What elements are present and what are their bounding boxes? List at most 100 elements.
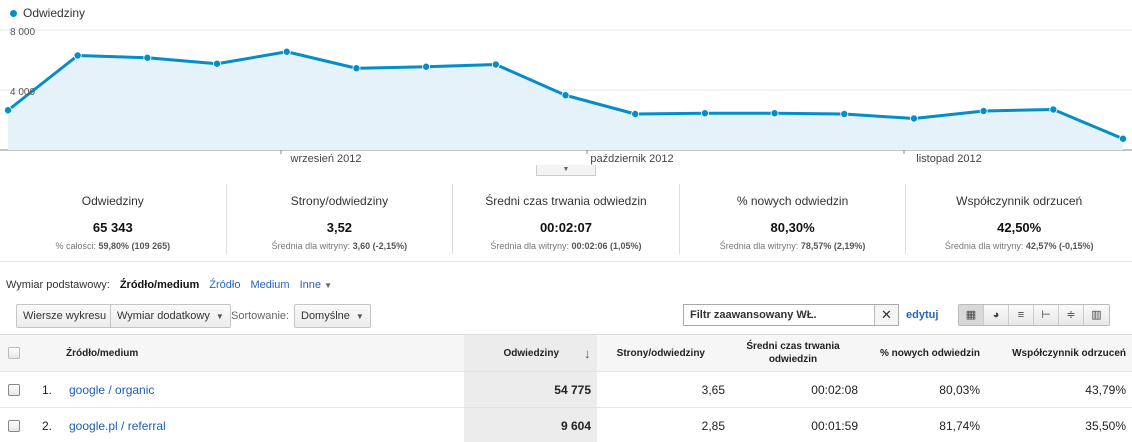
dimension-source-medium[interactable]: Źródło/medium: [119, 279, 200, 291]
header-source-medium[interactable]: Źródło/medium: [66, 347, 139, 359]
row-source-link[interactable]: google.pl / referral: [69, 418, 166, 433]
checkbox-icon: [8, 347, 20, 359]
dimension-medium[interactable]: Medium: [250, 279, 290, 291]
scorecard-sub-value: 42,57% (-0,15%): [1025, 241, 1094, 251]
scorecard-sub-value: 00:02:06 (1,05%): [571, 241, 642, 251]
advanced-filter-field[interactable]: Filtr zaawansowany WŁ. ✕: [683, 304, 899, 326]
sort-dropdown[interactable]: Domyślne ▼: [294, 304, 371, 328]
scorecard-bounce-rate: Współczynnik odrzuceń 42,50% Średnia dla…: [906, 184, 1132, 254]
data-point: [491, 60, 500, 69]
x-tick-label: listopad 2012: [916, 153, 981, 165]
edit-filter-link[interactable]: edytuj: [906, 309, 939, 321]
chevron-down-icon: ▼: [324, 281, 332, 290]
scorecard-sub-label: % całości:: [55, 241, 97, 251]
data-point: [840, 110, 849, 119]
row-pages-per-visit: 3,65: [701, 382, 725, 397]
scorecard-sub-value: 3,60 (-2,15%): [352, 241, 408, 251]
scorecards: Odwiedziny 65 343 % całości: 59,80% (109…: [0, 184, 1132, 262]
scorecard-sub-label: Średnia dla witryny:: [271, 241, 351, 251]
scorecard-sub-value: 59,80% (109 265): [98, 241, 171, 251]
data-point: [73, 51, 82, 60]
y-tick-label: 8 000: [10, 27, 35, 38]
header-visits[interactable]: Odwiedziny: [464, 335, 597, 371]
chart-collapse-handle[interactable]: ▼: [536, 165, 596, 176]
table-view-icon[interactable]: ▦: [959, 305, 984, 325]
pie-view-icon[interactable]: ◕: [984, 305, 1009, 325]
legend-label: Odwiedziny: [23, 6, 86, 20]
data-point: [631, 110, 640, 119]
scorecard-sub: Średnia dla witryny: 3,60 (-2,15%): [227, 241, 453, 251]
row-bounce-rate: 43,79%: [1085, 382, 1126, 397]
data-table: Źródło/medium Odwiedziny ↓ Strony/odwied…: [0, 334, 1132, 442]
pivot-view-icon[interactable]: ▥: [1084, 305, 1109, 325]
scorecard-sub-label: Średnia dla witryny:: [490, 241, 569, 251]
row-new-visits: 81,74%: [939, 418, 980, 433]
row-new-visits: 80,03%: [939, 382, 980, 397]
row-bounce-rate: 35,50%: [1085, 418, 1126, 433]
data-point: [422, 62, 431, 71]
data-point: [909, 114, 918, 123]
scorecard-title: Średni czas trwania odwiedzin: [485, 194, 647, 208]
scorecard-sub-label: Średnia dla witryny:: [944, 241, 1024, 251]
data-point: [1119, 134, 1128, 143]
data-point: [700, 109, 709, 118]
row-index: 2.: [42, 418, 53, 433]
scorecard-sub: Średnia dla witryny: 78,57% (2,19%): [680, 241, 906, 251]
plot-rows-button[interactable]: Wiersze wykresu: [16, 304, 114, 328]
data-point: [352, 64, 361, 73]
header-bounce-rate[interactable]: Współczynnik odrzuceń: [1012, 347, 1126, 359]
header-avg-duration[interactable]: Średni czas trwania odwiedzin: [746, 341, 840, 365]
data-point: [213, 59, 222, 68]
row-visits: 54 775: [464, 372, 597, 407]
view-switcher: ▦ ◕ ≡ ⊢ ≑ ▥: [958, 304, 1110, 326]
data-point: [143, 53, 152, 62]
header-new-visits[interactable]: % nowych odwiedzin: [879, 347, 980, 359]
sort-value: Domyślne: [301, 310, 350, 322]
primary-dimension-bar: Wymiar podstawowy: Źródło/medium Źródło …: [6, 279, 332, 291]
secondary-dimension-dropdown[interactable]: Wymiar dodatkowy ▼: [110, 304, 231, 328]
series-area: [8, 51, 1123, 150]
select-all-checkbox[interactable]: [8, 335, 20, 371]
line-chart: 8 000 4 000 wrzesień 2012 październik 2012 l…: [0, 27, 1132, 165]
scorecard-value: 42,50%: [997, 220, 1042, 235]
scorecard-new-visits: % nowych odwiedzin 80,30% Średnia dla wi…: [680, 184, 907, 254]
sort-label: Sortowanie:: [231, 310, 290, 322]
scorecard-sub: Średnia dla witryny: 42,57% (-0,15%): [906, 241, 1132, 251]
scorecard-title: Współczynnik odrzuceń: [956, 194, 1083, 208]
data-point: [4, 106, 12, 115]
checkbox-icon: [8, 383, 20, 396]
checkbox-icon: [8, 419, 20, 432]
caret-down-icon: ▼: [562, 166, 570, 173]
comparison-view-icon[interactable]: ⊢: [1034, 305, 1059, 325]
dimension-other-label: Inne: [299, 279, 322, 291]
row-avg-duration: 00:01:59: [811, 418, 858, 433]
performance-view-icon[interactable]: ≡: [1009, 305, 1034, 325]
term-cloud-view-icon[interactable]: ≑: [1059, 305, 1084, 325]
row-index: 1.: [42, 382, 53, 397]
scorecard-value: 80,30%: [770, 220, 815, 235]
scorecard-avg-duration: Średni czas trwania odwiedzin 00:02:07 Ś…: [453, 184, 680, 254]
table-header-row: Źródło/medium Odwiedziny ↓ Strony/odwied…: [0, 334, 1132, 372]
row-checkbox[interactable]: [8, 408, 20, 442]
clear-filter-icon[interactable]: ✕: [874, 305, 898, 325]
scorecard-value: 65 343: [92, 220, 133, 235]
scorecard-sub: % całości: 59,80% (109 265): [0, 241, 226, 251]
data-point: [282, 47, 291, 56]
scorecard-sub-label: Średnia dla witryny:: [719, 241, 799, 251]
advanced-filter-value: Filtr zaawansowany WŁ.: [690, 309, 817, 321]
sort-desc-arrow-icon[interactable]: ↓: [584, 345, 591, 361]
row-checkbox[interactable]: [8, 372, 20, 407]
x-tick-label: październik 2012: [590, 153, 673, 165]
data-point: [770, 109, 779, 118]
header-pages-per-visit[interactable]: Strony/odwiedziny: [616, 347, 705, 359]
scorecard-visits: Odwiedziny 65 343 % całości: 59,80% (109…: [0, 184, 227, 254]
chevron-down-icon: ▼: [355, 312, 364, 321]
row-visits: 9 604: [464, 408, 597, 442]
row-pages-per-visit: 2,85: [701, 418, 725, 433]
dimension-source[interactable]: Źródło: [209, 279, 241, 291]
data-point: [1049, 105, 1058, 114]
row-source-link[interactable]: google / organic: [69, 382, 155, 397]
dimension-other-dropdown[interactable]: Inne ▼: [300, 279, 332, 291]
y-tick-label: 4 000: [10, 87, 35, 98]
chevron-down-icon: ▼: [215, 312, 224, 321]
